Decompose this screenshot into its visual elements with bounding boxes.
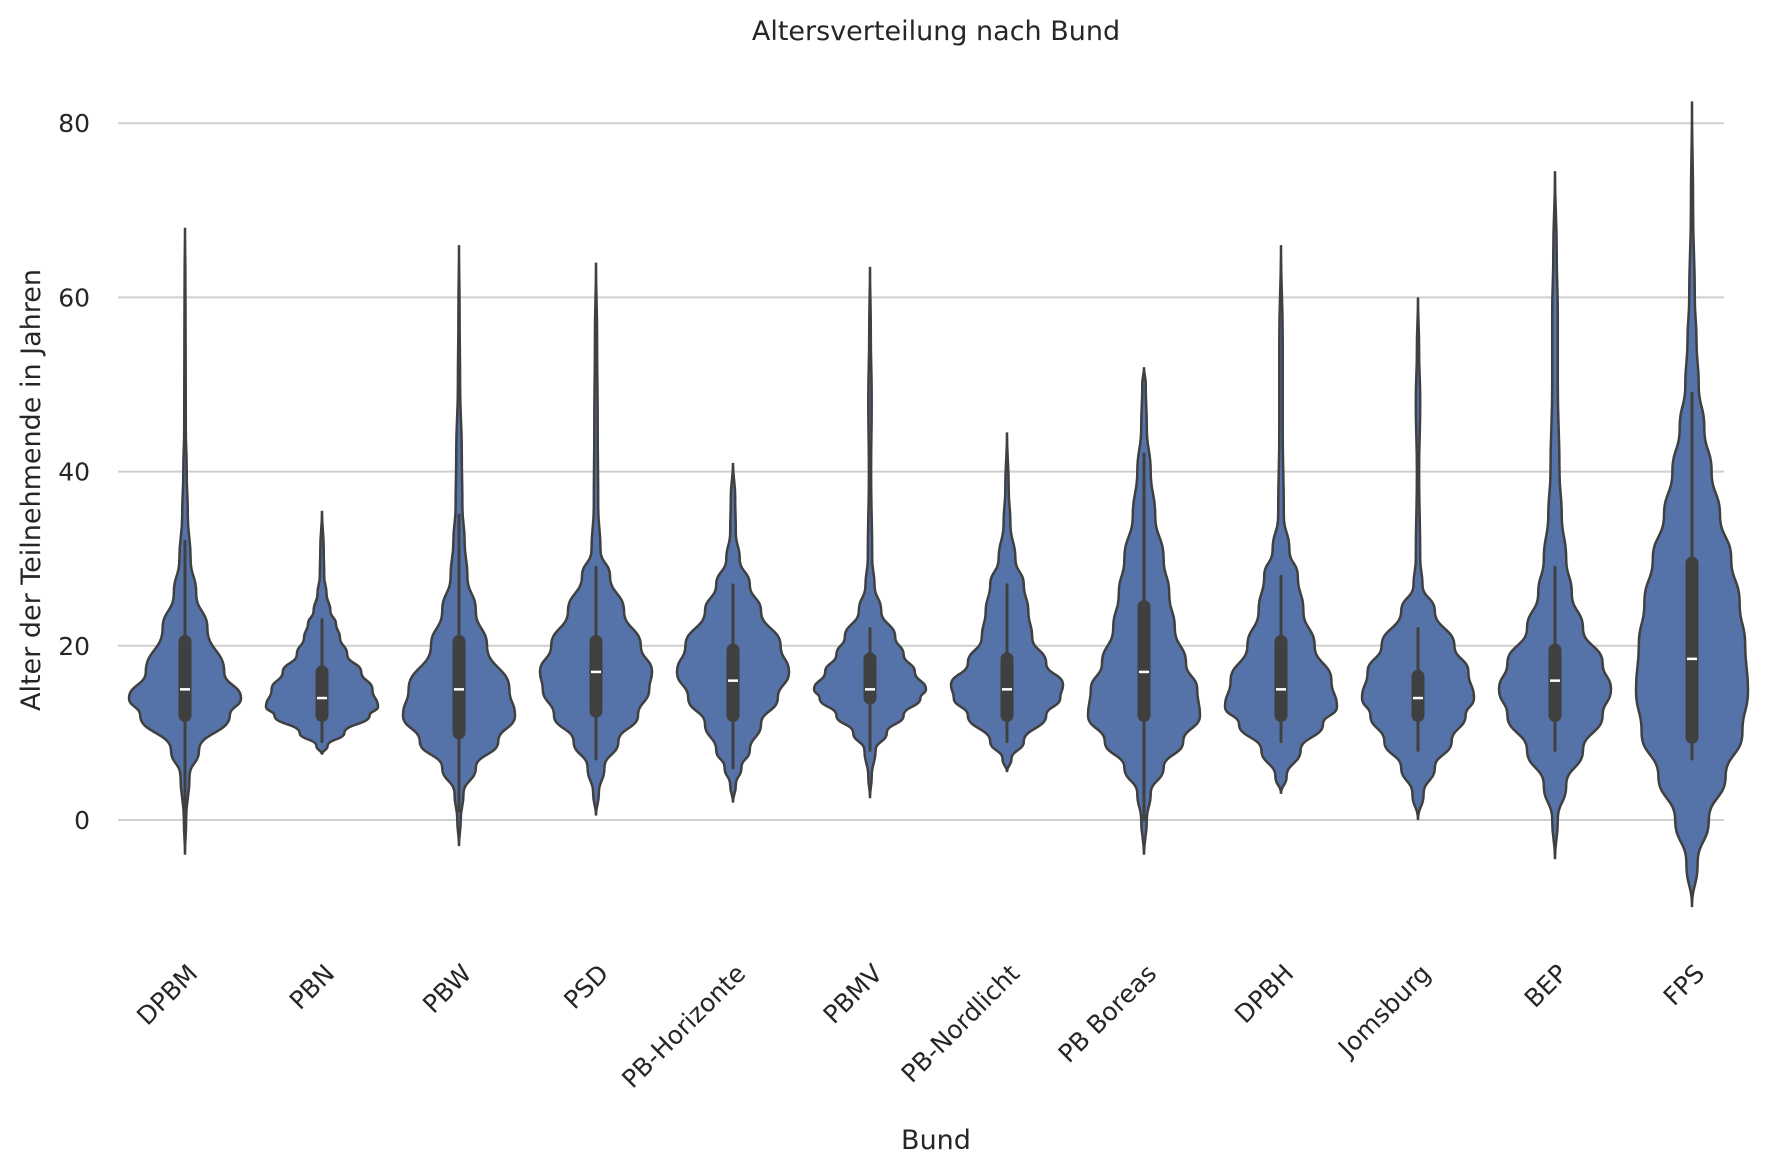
y-tick-label: 60 xyxy=(58,283,90,312)
x-tick-label: FPS xyxy=(1658,959,1711,1012)
violin-dpbm xyxy=(127,226,243,855)
x-tick-label: PB Boreas xyxy=(1053,959,1163,1069)
violin-fps xyxy=(1634,100,1750,908)
violin-pbw xyxy=(401,243,517,847)
violin-body xyxy=(1223,243,1339,794)
x-tick-label: PBN xyxy=(284,959,341,1016)
violin-body xyxy=(812,265,928,799)
x-tick-label: BEP xyxy=(1519,959,1573,1013)
x-tick-label: Jomsburg xyxy=(1331,959,1436,1064)
violin-jomsburg xyxy=(1360,297,1476,821)
y-axis-label: Alter der Teilnehmende in Jahren xyxy=(16,269,47,711)
violin-body xyxy=(1497,169,1613,860)
x-tick-labels: DPBM PBN PBW PSD PB-Horizonte PBMV PB-Nordlich… xyxy=(131,959,1710,1094)
x-axis-label: Bund xyxy=(901,1125,971,1156)
violins xyxy=(127,100,1750,908)
x-tick-label: PBW xyxy=(417,959,477,1019)
x-tick-label: PB-Nordlicht xyxy=(896,959,1026,1089)
y-tick-label: 40 xyxy=(58,458,90,487)
y-tick-labels: 0 20 40 60 80 xyxy=(58,109,90,835)
y-tick-label: 80 xyxy=(58,109,90,138)
violin-bep xyxy=(1497,169,1613,860)
violin-pbmv xyxy=(812,265,928,799)
y-gridlines xyxy=(118,122,1724,821)
violin-pb-nordlicht xyxy=(949,431,1065,773)
chart-title: Altersverteilung nach Bund xyxy=(752,16,1120,47)
y-tick-label: 20 xyxy=(58,632,90,661)
x-tick-label: DPBM xyxy=(131,959,203,1031)
x-tick-label: PB-Horizonte xyxy=(616,959,751,1094)
violin-pbn xyxy=(264,509,380,755)
violin-pb-horizonte xyxy=(675,461,791,803)
violin-body xyxy=(538,260,654,816)
violin-dpbh xyxy=(1223,243,1339,794)
x-tick-label: PSD xyxy=(558,959,614,1015)
violin-body xyxy=(1360,297,1476,821)
x-tick-label: DPBH xyxy=(1229,959,1299,1029)
x-tick-label: PBMV xyxy=(818,959,889,1030)
y-tick-label: 0 xyxy=(74,806,90,835)
violin-psd xyxy=(538,260,654,816)
violin-pb-boreas xyxy=(1086,365,1202,855)
